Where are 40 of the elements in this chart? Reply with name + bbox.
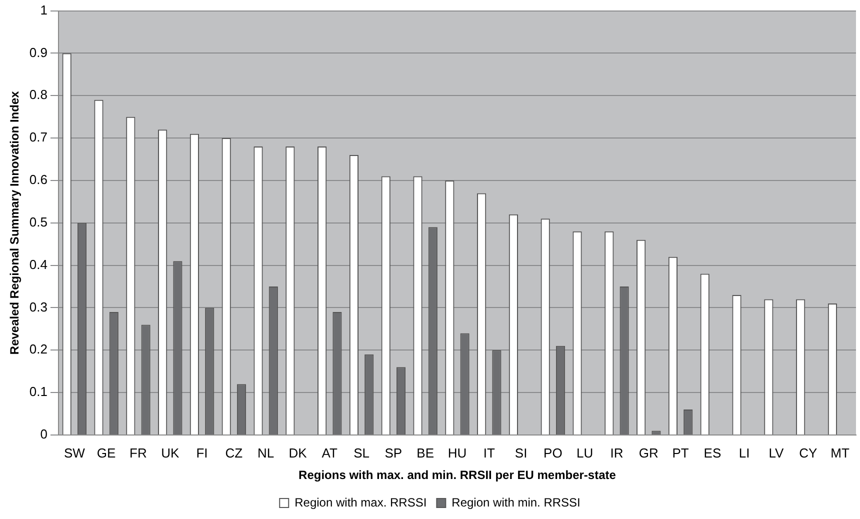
y-tick-label: 0.7 [29,130,48,145]
x-tick-label: GE [96,445,116,460]
x-tick-label: FR [130,445,147,460]
x-tick-label: CZ [225,445,243,460]
legend-label: Region with max. RRSSI [294,495,427,510]
x-tick-label: FI [196,445,208,460]
x-tick-label: SI [514,445,528,460]
y-tick-label: 0.2 [29,342,48,357]
x-tick-label: UK [161,445,180,460]
y-tick-label: 0.1 [29,384,48,400]
y-tick-label: 1 [40,2,48,18]
x-tick-label: LU [576,445,594,460]
x-tick-label: PT [672,445,689,460]
x-tick-label: GR [638,445,658,460]
y-tick-label: 0.6 [29,172,48,188]
y-tick-label: 0.5 [29,214,48,230]
x-tick-label: SP [384,445,402,460]
y-tick-label: 0.3 [29,299,48,314]
x-tick-label: LI [738,445,750,460]
x-tick-label: AT [322,445,338,460]
x-axis-title: Regions with max. and min. RRSII per EU member-state [298,468,616,482]
x-tick-label: MT [830,445,850,460]
x-tick-label: IR [610,445,624,460]
x-tick-label: BE [416,445,434,460]
x-tick-label: IT [483,445,495,460]
y-tick-label: 0 [40,426,48,442]
x-tick-label: PO [544,445,562,460]
x-tick-label: NL [258,445,274,460]
x-tick-label: SL [354,445,370,460]
x-tick-label: HU [448,445,467,460]
x-tick-label: LV [768,445,784,460]
x-tick-label: CY [799,445,818,460]
y-tick-label: 0.4 [29,256,48,272]
legend-label: Region with min. RRSSI [452,495,580,510]
y-tick-label: 0.8 [29,87,48,102]
y-axis-title: Revealed Regional Summary Innovation Index [8,90,22,355]
x-tick-label: DK [288,445,308,460]
x-tick-label: ES [704,445,722,460]
y-tick-label: 0.9 [29,44,48,60]
x-tick-label: SW [64,445,86,460]
